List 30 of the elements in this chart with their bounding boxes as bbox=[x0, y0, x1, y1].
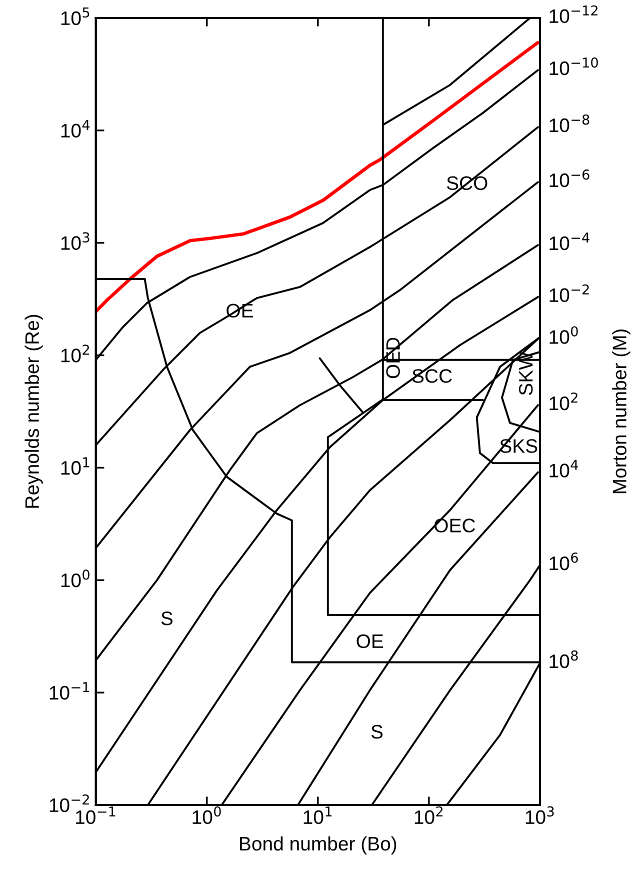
y-tick-label: 10$^{3}$ bbox=[61, 232, 90, 250]
y-tick-label: 10$^{−1}$ bbox=[50, 682, 90, 700]
x-tick-label: 10$^{0}$ bbox=[192, 806, 221, 824]
annotation: OE bbox=[356, 634, 384, 648]
series-label: 10$^{4}$ bbox=[550, 460, 578, 478]
series-label: 10$^{−12}$ bbox=[550, 5, 598, 24]
y-tick-label: 10$^{2}$ bbox=[61, 344, 89, 362]
series-label: 10$^{−10}$ bbox=[550, 57, 598, 76]
y-tick-label: 10$^{5}$ bbox=[61, 8, 90, 26]
y-axis-title: Reynolds number (Re) bbox=[24, 314, 43, 508]
series-label: 10$^{2}$ bbox=[550, 392, 578, 410]
x-tick-label: 10$^{3}$ bbox=[526, 806, 554, 824]
y-tick-label: 10$^{4}$ bbox=[61, 120, 90, 138]
x-tick-label: 10$^{2}$ bbox=[414, 806, 442, 824]
y-tick-label: 10$^{0}$ bbox=[61, 570, 90, 588]
series-label: 10$^{8}$ bbox=[550, 650, 578, 668]
x-tick-label: 10$^{−1}$ bbox=[76, 806, 116, 824]
series-label: 10$^{−8}$ bbox=[550, 114, 590, 132]
x-tick-label: 10$^{1}$ bbox=[304, 806, 332, 824]
annotation: S bbox=[371, 724, 383, 739]
x-axis-title: Bond number (Bo) bbox=[240, 836, 396, 854]
annotation: S bbox=[161, 612, 172, 626]
y2-axis-title: Morton number (M) bbox=[612, 330, 630, 494]
series-label: 10$^{−4}$ bbox=[550, 232, 590, 250]
annotation: OEC bbox=[434, 518, 476, 532]
y-tick-label: 10$^{1}$ bbox=[61, 457, 90, 475]
series-label: 10$^{0}$ bbox=[550, 326, 578, 344]
series-label: 10$^{6}$ bbox=[550, 552, 578, 570]
series-label: 10$^{−2}$ bbox=[550, 284, 589, 302]
series-label: 10$^{−6}$ bbox=[550, 169, 590, 188]
